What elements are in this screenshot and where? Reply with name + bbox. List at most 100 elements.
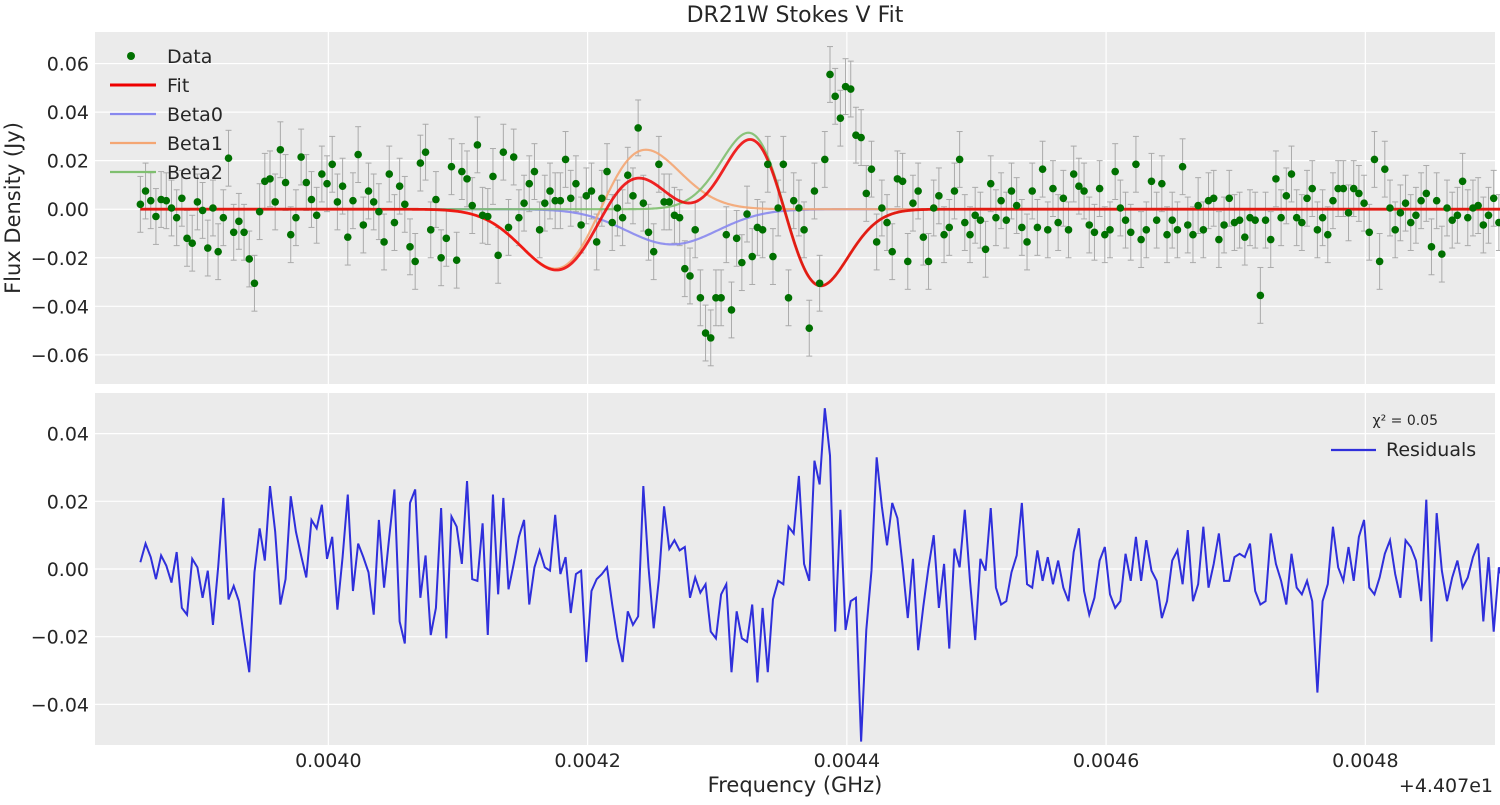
data-point (608, 218, 617, 227)
data-point (629, 192, 637, 200)
data-point (546, 187, 554, 195)
data-point (675, 213, 684, 222)
data-point (390, 218, 399, 227)
data-point (945, 223, 954, 232)
data-point (1308, 184, 1317, 193)
data-point (1012, 201, 1021, 210)
data-point (800, 226, 808, 234)
data-point (717, 294, 725, 302)
data-point (1489, 194, 1498, 203)
data-point (655, 160, 663, 169)
data-point (888, 247, 897, 256)
data-point (214, 247, 222, 256)
data-point (1282, 192, 1291, 200)
data-point (1443, 204, 1451, 212)
legend-label-beta0: Beta0 (167, 104, 223, 126)
data-point (1007, 187, 1016, 195)
data-point (634, 124, 642, 132)
data-point (328, 160, 337, 169)
data-point (727, 306, 736, 314)
data-point (432, 195, 440, 204)
top-y-tick-label: −0.06 (31, 345, 89, 367)
data-point (914, 187, 922, 195)
data-point (525, 179, 534, 188)
data-point (763, 160, 772, 169)
data-point (722, 230, 731, 239)
legend-label-residuals: Residuals (1386, 439, 1476, 461)
data-point (919, 233, 928, 241)
residuals-line (139, 408, 1500, 742)
data-point (224, 154, 233, 163)
data-point (857, 133, 865, 142)
data-point (1272, 175, 1280, 183)
data-point (1225, 194, 1234, 203)
top-y-tick-label: 0.00 (47, 199, 89, 221)
data-point (1303, 194, 1311, 203)
top-y-tick-label: 0.06 (47, 54, 89, 76)
data-point (483, 212, 492, 221)
data-point (981, 245, 990, 254)
data-point (188, 239, 197, 247)
data-point (416, 159, 425, 167)
data-point (598, 194, 606, 203)
data-point (369, 198, 378, 206)
data-point (421, 148, 430, 156)
data-point (758, 226, 767, 234)
data-point (1241, 233, 1249, 241)
data-point (831, 92, 839, 101)
data-point (1438, 250, 1446, 258)
data-point (1095, 184, 1104, 193)
data-point (312, 211, 321, 220)
data-point (1448, 216, 1457, 224)
data-point (318, 170, 326, 178)
data-point (971, 211, 979, 220)
data-point (878, 204, 886, 212)
data-point (1059, 194, 1068, 203)
data-point (193, 198, 202, 206)
data-point (380, 238, 388, 246)
data-point (1173, 226, 1182, 234)
data-point (240, 228, 248, 237)
data-point (1028, 187, 1037, 195)
data-point (976, 216, 985, 224)
data-point (1484, 211, 1493, 220)
data-point (307, 195, 316, 204)
data-point (442, 234, 451, 243)
data-point (883, 218, 891, 227)
data-point (1318, 213, 1327, 222)
legend-label-beta2: Beta2 (167, 162, 223, 184)
data-point (691, 226, 699, 234)
bottom-y-tick-label: −0.04 (31, 694, 89, 716)
data-point (577, 221, 585, 229)
data-point (1339, 184, 1348, 193)
data-point (473, 141, 482, 149)
top-y-tick-label: −0.02 (31, 248, 89, 270)
data-point (774, 204, 782, 212)
data-point (618, 213, 627, 222)
data-point (681, 264, 689, 273)
data-point (530, 167, 539, 176)
data-point (561, 155, 570, 164)
y-axis-label: Flux Density (Jy) (1, 122, 25, 294)
data-point (1329, 196, 1337, 205)
x-tick-label: 0.0040 (295, 750, 361, 772)
data-point (1168, 216, 1177, 224)
data-point (1152, 216, 1161, 224)
data-point (1401, 199, 1410, 207)
data-point (929, 204, 938, 212)
data-point (649, 247, 658, 256)
data-point (826, 70, 834, 79)
data-point (1412, 211, 1420, 220)
data-point (1121, 216, 1130, 224)
data-point (1158, 179, 1166, 188)
data-point (924, 257, 933, 266)
data-point (613, 204, 622, 212)
data-point (489, 172, 497, 181)
data-point (385, 170, 394, 178)
data-point (738, 258, 746, 267)
data-point (1163, 230, 1171, 239)
x-tick-label: 0.0048 (1332, 750, 1398, 772)
data-point (297, 153, 305, 161)
data-point (1287, 170, 1296, 178)
x-axis-label: Frequency (GHz) (708, 773, 883, 797)
